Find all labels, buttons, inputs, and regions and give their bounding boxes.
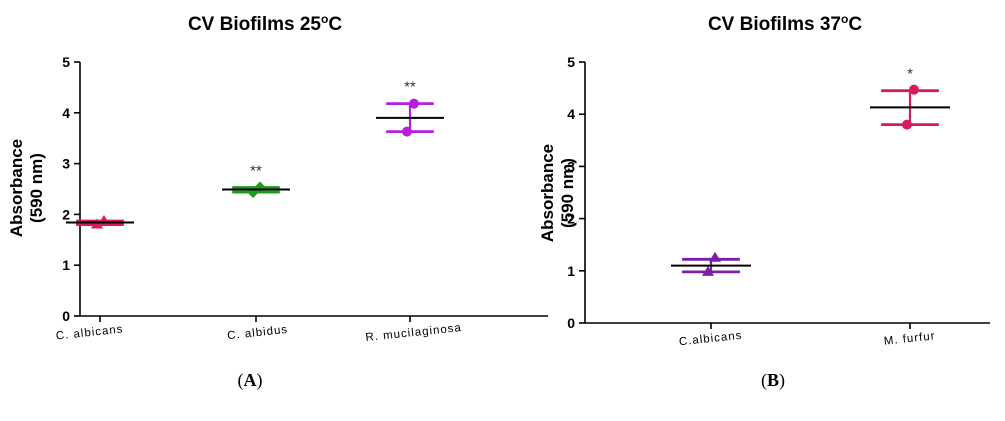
y-axis-label-unit: (590 nm) <box>27 153 46 223</box>
panel-label: (B) <box>761 370 785 391</box>
chart-title: CV Biofilms 25oC <box>188 12 342 35</box>
panel-label: (A) <box>238 370 263 391</box>
y-tick-label: 3 <box>62 156 70 172</box>
y-tick-label: 5 <box>567 54 575 70</box>
significance-marker: * <box>907 66 913 83</box>
y-tick-label: 4 <box>62 105 70 121</box>
series-2: * <box>870 66 950 130</box>
y-tick-label: 0 <box>567 315 575 331</box>
x-tick-label: C.albicans <box>678 330 743 349</box>
data-point <box>909 84 919 95</box>
series-3: ** <box>376 79 444 137</box>
y-axis-label: Absorbance <box>7 139 26 237</box>
x-tick-label: C. albidus <box>227 324 289 342</box>
chart-panel-b: CV Biofilms 37oC Absorbance (590 nm) 0 1 2 3 4 5… <box>538 12 990 391</box>
y-tick-label: 2 <box>62 206 70 222</box>
series-2: ** <box>222 162 290 199</box>
data-point <box>702 265 714 276</box>
chart-title: CV Biofilms 37oC <box>708 12 862 35</box>
x-tick-label: R. mucilaginosa <box>365 322 463 344</box>
data-point <box>409 98 419 109</box>
data-point <box>709 251 721 262</box>
x-tick-label: M. furfur <box>883 330 936 347</box>
x-tick-label: C. albicans <box>55 324 124 343</box>
y-tick-label: 5 <box>62 54 70 70</box>
data-point <box>402 126 412 137</box>
y-axis-label-unit: (590 nm) <box>558 158 577 228</box>
significance-marker: ** <box>250 162 262 179</box>
y-tick-label: 0 <box>62 308 70 324</box>
series-1 <box>66 215 134 229</box>
chart-panel-a: CV Biofilms 25oC Absorbance (590 nm) 0 1 2 3 4 5… <box>7 12 548 391</box>
y-tick-label: 1 <box>62 257 70 273</box>
y-tick-label: 1 <box>567 263 575 279</box>
y-tick-label: 4 <box>567 106 575 122</box>
data-point <box>91 218 103 229</box>
y-tick-label: 2 <box>567 211 575 227</box>
y-tick-label: 3 <box>567 158 575 174</box>
significance-marker: ** <box>404 79 416 96</box>
y-axis-label: Absorbance <box>538 144 557 242</box>
series-1 <box>671 251 751 276</box>
data-point <box>902 119 912 130</box>
